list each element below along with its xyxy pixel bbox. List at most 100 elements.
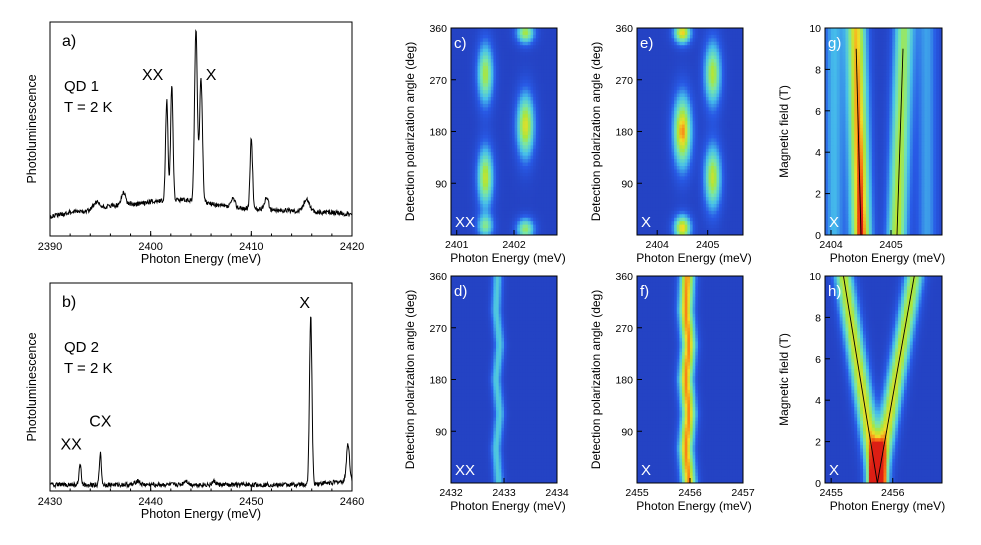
heatmap-cell (514, 86, 518, 91)
heatmap-cell (525, 197, 529, 202)
heatmap-cell (493, 472, 497, 477)
heatmap-cell (498, 434, 502, 439)
heatmap-cell (554, 152, 557, 157)
heatmap-cell (554, 331, 557, 336)
heatmap-cell (517, 169, 521, 174)
heatmap-cell (541, 131, 545, 136)
heatmap-cell (541, 400, 545, 405)
heatmap-cell (469, 121, 473, 126)
heatmap-cell (498, 38, 502, 43)
heatmap-cell (519, 324, 524, 329)
heatmap-cell (511, 217, 516, 222)
heatmap-cell (504, 28, 508, 33)
heatmap-cell (474, 203, 479, 208)
heatmap-cell (474, 296, 479, 301)
heatmap-cell (511, 382, 516, 387)
heatmap-cell (551, 221, 555, 226)
heatmap-cell (477, 203, 481, 208)
heatmap-cell (711, 31, 715, 36)
heatmap-cell (488, 93, 492, 98)
heatmap-cell (541, 228, 545, 233)
heatmap-cell (506, 228, 510, 233)
heatmap-cell (472, 145, 476, 150)
heatmap-cell (501, 114, 505, 119)
heatmap-cell (488, 138, 492, 143)
heatmap-cell (543, 128, 547, 133)
heatmap-cell (554, 162, 557, 167)
heatmap-cell (549, 472, 553, 477)
heatmap-cell (461, 103, 465, 108)
heatmap-cell (519, 338, 524, 343)
heatmap-cell (535, 362, 540, 367)
heatmap-cell (506, 210, 510, 215)
heatmap-cell (485, 190, 489, 195)
heatmap-cell (490, 455, 494, 460)
heatmap-cell (504, 72, 508, 77)
heatmap-cell (517, 69, 521, 74)
heatmap-cell (530, 152, 534, 157)
heatmap-cell (472, 396, 476, 401)
heatmap-cell (485, 231, 489, 235)
heatmap-cell (485, 372, 489, 377)
heatmap-cell (506, 358, 510, 363)
heatmap-cell (538, 320, 542, 325)
heatmap-cell (464, 451, 468, 456)
heatmap-cell (451, 179, 455, 184)
heatmap-cell (472, 307, 476, 312)
heatmap-cell (519, 45, 524, 50)
heatmap-cell (554, 200, 557, 205)
heatmap-cell (466, 410, 471, 415)
heatmap-cell (530, 190, 534, 195)
heatmap-cell (549, 338, 553, 343)
heatmap-cell (504, 386, 508, 391)
heatmap-cell (461, 348, 465, 353)
heatmap-cell (453, 38, 457, 43)
heatmap-cell (482, 431, 487, 436)
heatmap-cell (458, 479, 463, 483)
heatmap-cell (506, 451, 510, 456)
heatmap-cell (501, 338, 505, 343)
heatmap-cell (458, 476, 463, 481)
heatmap-cell (498, 141, 502, 146)
heatmap-cell (511, 214, 516, 219)
heatmap-cell (533, 41, 537, 46)
heatmap-cell (477, 345, 481, 350)
heatmap-cell (522, 431, 526, 436)
heatmap-cell (496, 145, 500, 150)
heatmap-cell (472, 97, 476, 102)
heatmap-cell (527, 228, 532, 233)
heatmap-cell (519, 331, 524, 336)
heatmap-cell (472, 48, 476, 53)
heatmap-cell (525, 148, 529, 153)
heatmap-cell (509, 224, 513, 229)
heatmap-cell (485, 369, 489, 374)
heatmap-cell (466, 386, 471, 391)
heatmap-cell (458, 28, 463, 33)
heatmap-cell (464, 400, 468, 405)
heatmap-cell (533, 424, 537, 429)
heatmap-cell (525, 76, 529, 81)
heatmap-cell (493, 162, 497, 167)
heatmap-cell (506, 155, 510, 160)
heatmap-cell (509, 445, 513, 450)
heatmap-cell (501, 121, 505, 126)
heatmap-cell (533, 117, 537, 122)
heatmap-cell (506, 141, 510, 146)
heatmap-cell (514, 313, 518, 318)
heatmap-cell (538, 210, 542, 215)
heatmap-cell (501, 465, 505, 470)
heatmap-cell (554, 434, 557, 439)
heatmap-cell (461, 179, 465, 184)
heatmap-cell (474, 365, 479, 370)
heatmap-cell (453, 203, 457, 208)
heatmap-cell (506, 131, 510, 136)
heatmap-cell (538, 400, 542, 405)
heatmap-cell (535, 76, 540, 81)
heatmap-cell (551, 138, 555, 143)
heatmap-cell (490, 386, 494, 391)
heatmap-cell (551, 300, 555, 305)
heatmap-cell (551, 65, 555, 70)
heatmap-cell (519, 124, 524, 129)
heatmap-cell (474, 434, 479, 439)
heatmap-cell (485, 138, 489, 143)
